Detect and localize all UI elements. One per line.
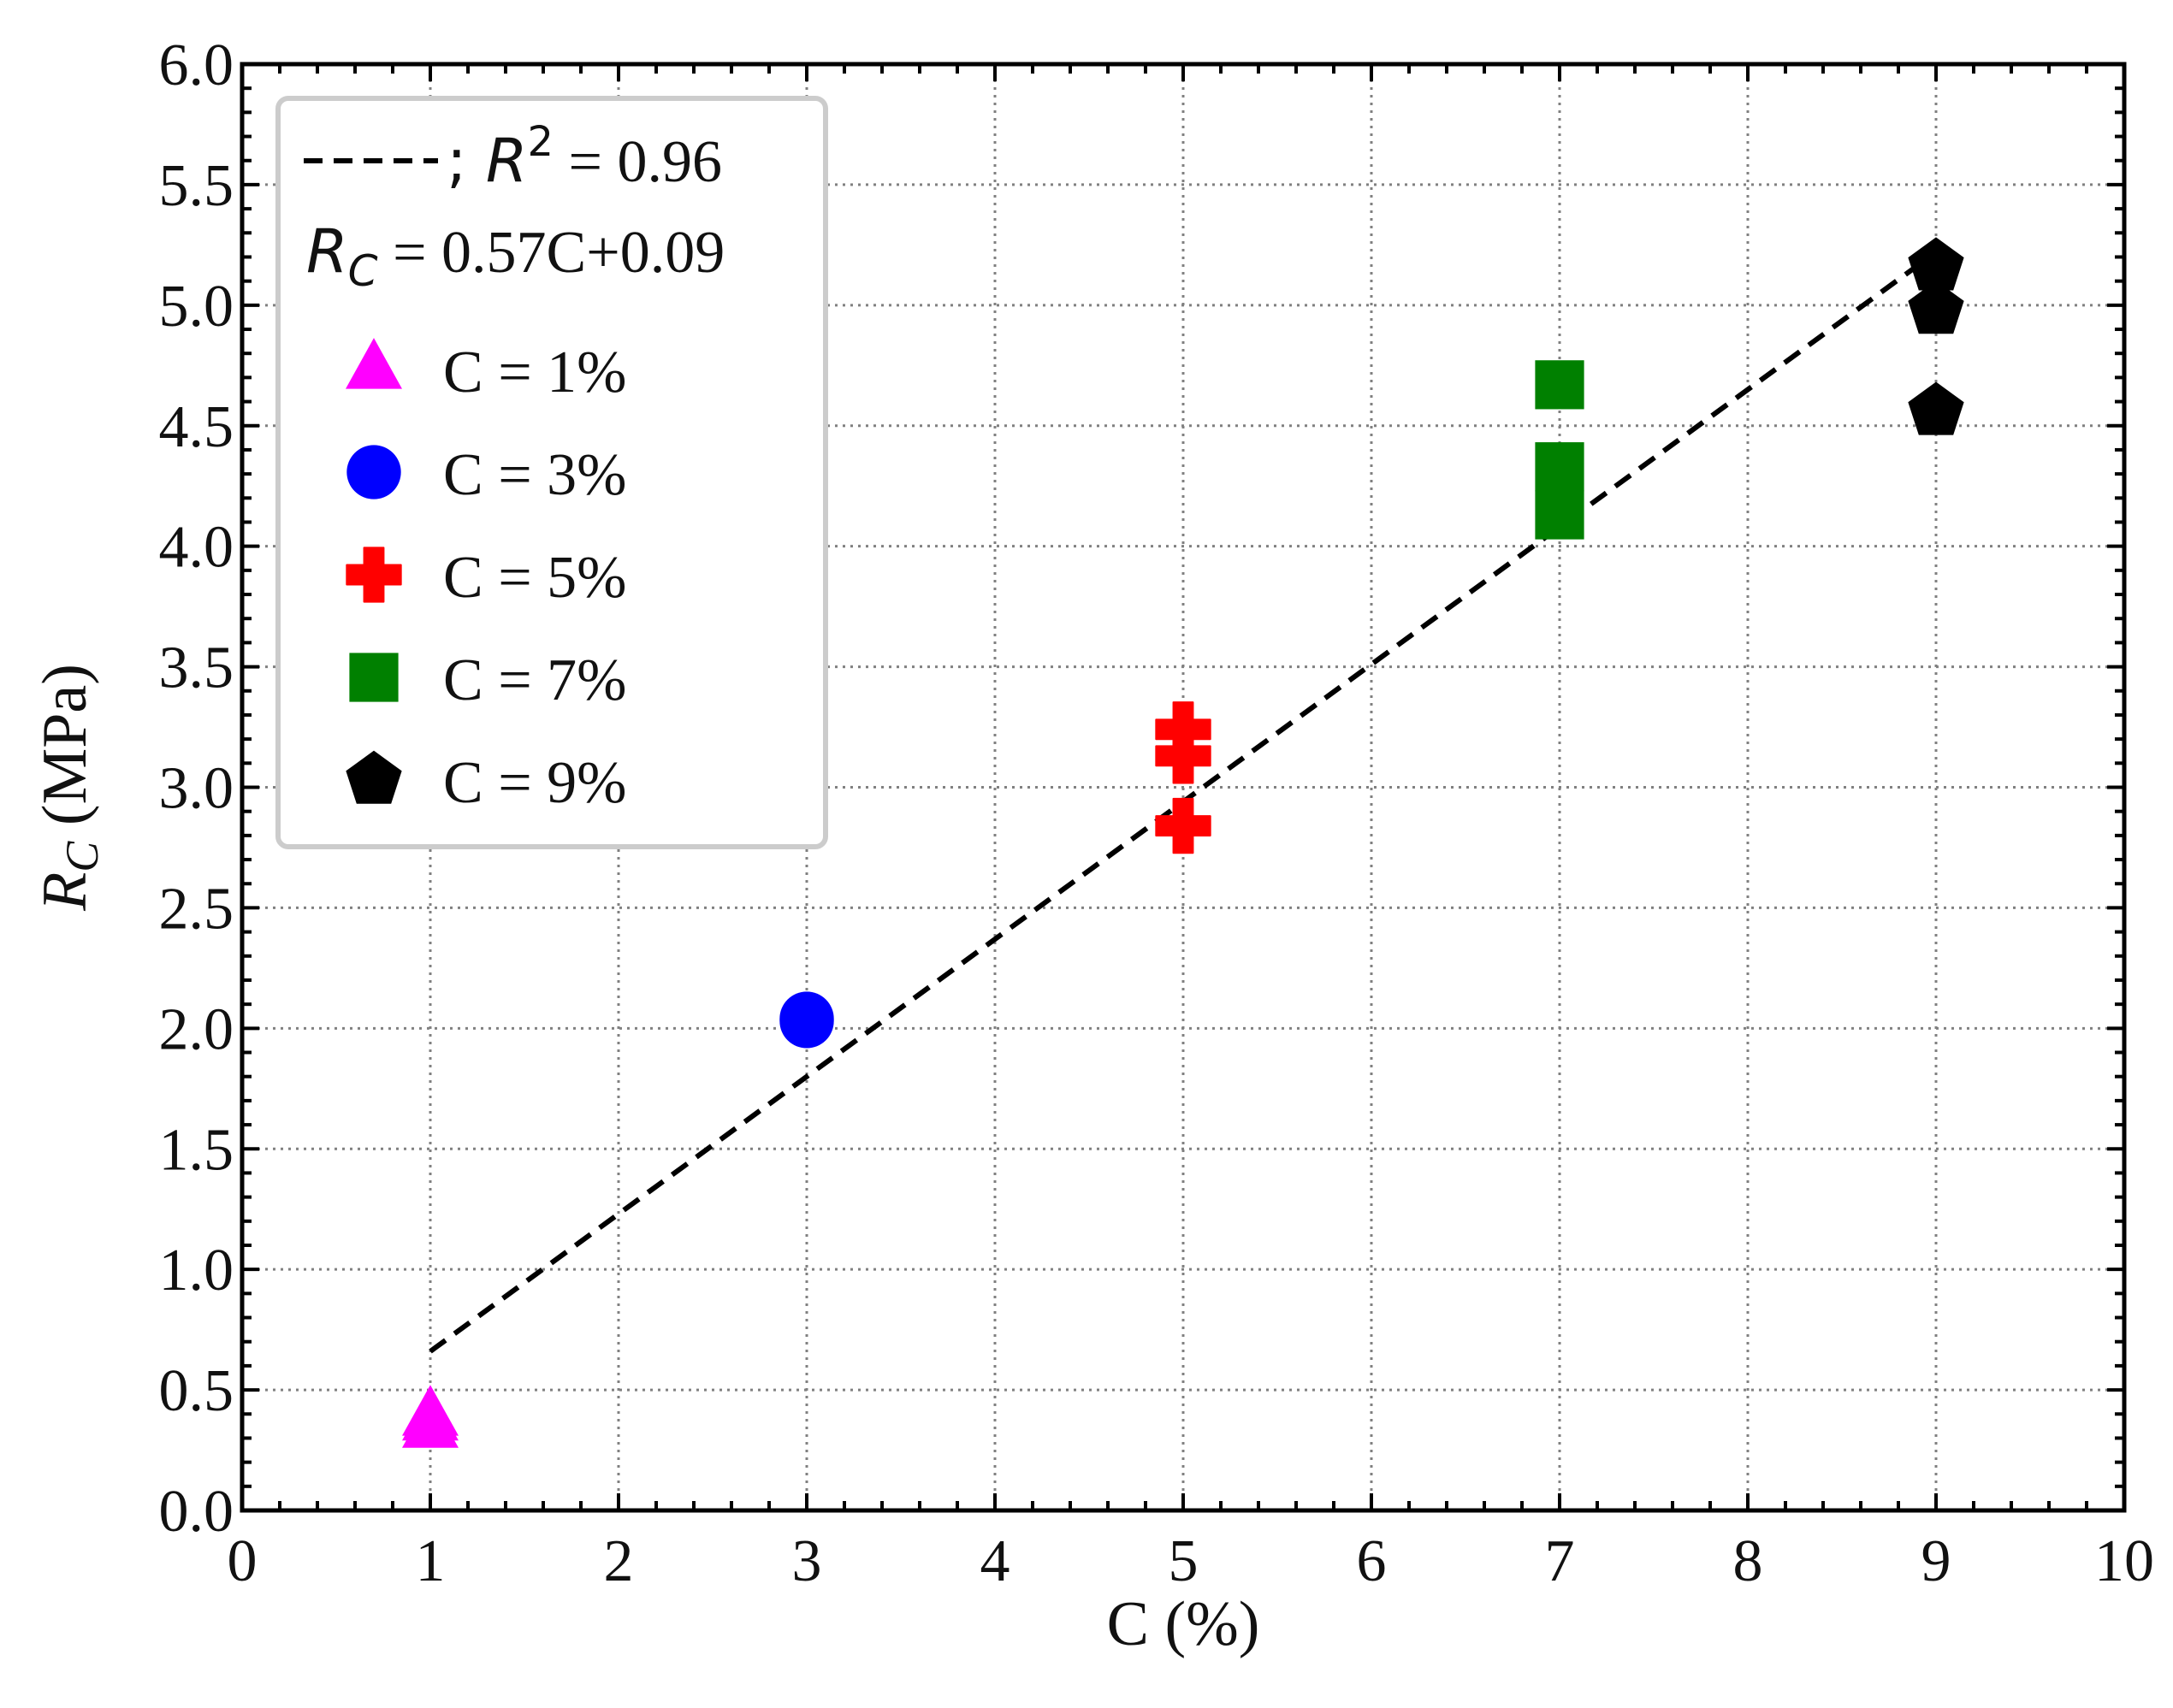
x-tick-label: 4 <box>980 1528 1010 1594</box>
legend-marker <box>346 750 402 804</box>
equation-symbol: R <box>306 216 348 287</box>
x-tick-label: 2 <box>604 1528 634 1594</box>
x-tick-label: 6 <box>1357 1528 1387 1594</box>
data-point-series-4 <box>1535 490 1584 540</box>
data-point-series-4 <box>1535 360 1584 410</box>
legend-label: C = 5% <box>443 545 626 611</box>
y-tick-label: 1.5 <box>159 1117 234 1183</box>
y-axis-subscript: C <box>56 841 108 872</box>
y-axis-symbol: R <box>30 872 100 912</box>
legend-box <box>275 96 828 849</box>
y-axis-unit: (MPa) <box>30 664 100 842</box>
x-tick-labels: 0 1 2 3 4 5 6 7 8 9 10 <box>228 1528 2155 1594</box>
x-tick-label: 7 <box>1545 1528 1575 1594</box>
data-point-series-5 <box>1908 381 1964 435</box>
y-tick-label: 3.5 <box>159 635 234 701</box>
data-point-series-3 <box>1155 728 1211 784</box>
x-tick-label: 3 <box>792 1528 822 1594</box>
legend-label: C = 3% <box>443 442 626 508</box>
data-point-series-5 <box>1908 237 1964 291</box>
legend-label: C = 7% <box>443 647 626 713</box>
legend-marker <box>346 547 402 603</box>
x-tick-label: 1 <box>416 1528 446 1594</box>
legend: ; R2 = 0.96 RC = 0.57C+0.09 C = 1%C = 3%… <box>275 96 828 849</box>
legend-equation: RC = 0.57C+0.09 <box>306 216 725 296</box>
data-point-series-1 <box>402 1385 459 1436</box>
equation-subscript: C <box>348 246 378 296</box>
y-tick-label: 6.0 <box>159 33 234 98</box>
legend-label: C = 9% <box>443 750 626 816</box>
x-tick-label: 5 <box>1169 1528 1199 1594</box>
x-tick-label: 0 <box>228 1528 258 1594</box>
data-point-series-4 <box>1535 442 1584 492</box>
x-axis-title: C (%) <box>1107 1589 1260 1659</box>
y-tick-label: 0.0 <box>159 1479 234 1545</box>
legend-fit-label: ; R2 = 0.96 <box>447 118 722 196</box>
y-axis-title: RC (MPa) <box>30 664 108 912</box>
data-point-series-2 <box>779 991 834 1046</box>
data-point-series-3 <box>1155 797 1211 854</box>
legend-label: C = 1% <box>443 340 626 405</box>
y-tick-label: 4.0 <box>159 515 234 581</box>
data-points <box>402 237 1964 1448</box>
grid <box>242 64 2124 1510</box>
y-tick-label: 2.5 <box>159 876 234 942</box>
axis-ticks <box>240 62 2126 1512</box>
y-tick-label: 2.0 <box>159 996 234 1062</box>
legend-marker <box>346 445 401 499</box>
data-point-series-5 <box>1908 281 1964 334</box>
y-tick-label: 3.0 <box>159 756 234 822</box>
r2-exponent: 2 <box>527 118 554 166</box>
y-tick-label: 5.5 <box>159 153 234 219</box>
y-tick-label: 5.0 <box>159 274 234 340</box>
equation-text: = 0.57C+0.09 <box>378 220 725 286</box>
legend-entries: C = 1% C = 3% C = 5% C = 7% C = 9% <box>346 338 626 816</box>
r2-value: = 0.96 <box>554 129 722 195</box>
y-tick-label: 4.5 <box>159 394 234 460</box>
legend-marker <box>349 653 399 702</box>
legend-marker <box>346 338 402 389</box>
x-tick-label: 9 <box>1921 1528 1951 1594</box>
r2-symbol: R <box>486 126 528 196</box>
y-tick-label: 1.0 <box>159 1238 234 1303</box>
y-tick-label: 0.5 <box>159 1358 234 1424</box>
x-tick-label: 8 <box>1733 1528 1763 1594</box>
y-tick-labels: 0.0 0.5 1.0 1.5 2.0 2.5 3.0 3.5 4.0 4.5 5.0 5.5 6.0 <box>159 33 234 1545</box>
x-tick-label: 10 <box>2094 1528 2154 1594</box>
